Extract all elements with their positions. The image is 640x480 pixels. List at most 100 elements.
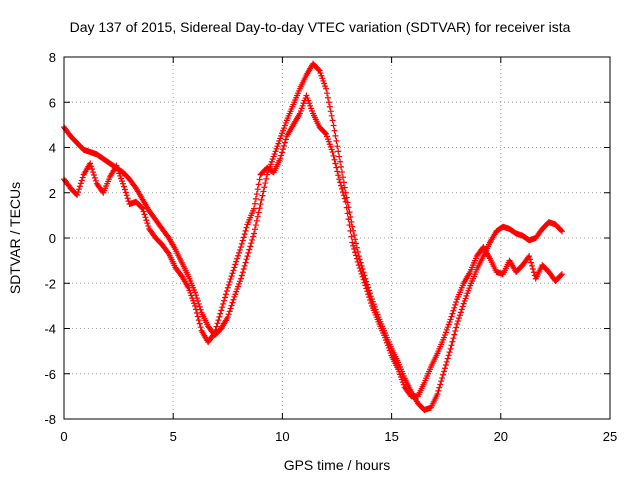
data-point [529, 262, 535, 269]
data-point [164, 249, 171, 256]
data-point [89, 166, 96, 173]
data-point [333, 164, 340, 171]
data-point [456, 312, 463, 319]
data-point [74, 192, 81, 199]
data-point [453, 324, 460, 331]
data-point [140, 208, 147, 215]
x-tick-label: 20 [494, 429, 508, 444]
data-point [239, 237, 246, 244]
data-point [228, 273, 235, 280]
data-point [558, 228, 565, 235]
data-point [457, 309, 464, 316]
data-point [353, 255, 360, 262]
data-point [366, 294, 373, 301]
data-point [236, 249, 243, 256]
y-tick-label: 6 [49, 95, 56, 110]
data-point [558, 227, 565, 234]
data-point [337, 179, 344, 186]
data-point [238, 240, 245, 247]
data-point [530, 269, 537, 276]
data-point [334, 143, 341, 150]
data-point [365, 291, 372, 298]
data-point [529, 266, 536, 273]
data-point [242, 227, 249, 234]
data-point [77, 180, 84, 187]
chart-title: Day 137 of 2015, Sidereal Day-to-day VTE… [69, 19, 571, 35]
data-point [322, 129, 329, 136]
data-point [245, 249, 252, 256]
data-point [220, 300, 227, 307]
x-tick-label: 25 [603, 429, 617, 444]
data-point [558, 272, 565, 279]
data-point [253, 217, 260, 224]
data-point [280, 142, 287, 149]
data-point [352, 249, 359, 256]
data-point [449, 310, 456, 317]
data-point [192, 306, 199, 313]
data-point [348, 233, 355, 240]
data-point [338, 185, 345, 192]
data-point [192, 302, 199, 309]
data-point [75, 189, 82, 196]
x-tick-label: 0 [60, 429, 67, 444]
data-point [353, 252, 360, 259]
data-point [192, 289, 199, 296]
data-point [251, 200, 258, 207]
data-point [334, 168, 341, 175]
data-point [195, 317, 202, 324]
data-point [527, 256, 534, 263]
data-point [346, 222, 353, 229]
data-point [446, 349, 453, 356]
data-point [337, 158, 344, 165]
data-point [216, 313, 223, 320]
data-point [332, 132, 339, 139]
data-point [450, 335, 457, 342]
axis-ticks: 0 5 10 15 20 25 -8 -6 -4 -2 0 2 4 6 8 [44, 50, 617, 444]
data-point [357, 267, 364, 274]
data-point [444, 355, 451, 362]
x-tick-label: 5 [170, 429, 177, 444]
data-point [338, 169, 345, 176]
data-point [251, 226, 258, 233]
data-point [238, 272, 245, 279]
data-point [141, 211, 148, 218]
data-point [228, 302, 235, 309]
data-point [231, 264, 238, 271]
data-point [78, 177, 85, 184]
data-point [363, 285, 370, 292]
data-point [224, 314, 231, 321]
data-point [329, 149, 336, 156]
data-point [339, 174, 346, 181]
data-point [441, 368, 448, 375]
data-point [341, 184, 348, 191]
data-point [237, 275, 244, 282]
data-point [438, 378, 445, 385]
data-point [230, 296, 237, 303]
data-point [124, 195, 131, 202]
data-point [449, 338, 456, 345]
data-point [219, 304, 226, 311]
data-point [327, 108, 334, 115]
data-point [249, 236, 256, 243]
data-point [354, 258, 361, 265]
data-point [234, 255, 241, 262]
data-point [225, 311, 232, 318]
y-tick-label: -4 [44, 322, 56, 337]
data-point [459, 303, 466, 310]
y-tick-label: 8 [49, 50, 56, 65]
data-point [197, 324, 204, 331]
data-point [230, 267, 237, 274]
data-point [222, 291, 229, 298]
data-point [262, 180, 269, 187]
data-point [145, 223, 152, 230]
data-point [338, 163, 345, 170]
data-point [223, 288, 230, 295]
data-point [233, 258, 240, 265]
data-point [260, 188, 267, 195]
data-point [224, 284, 231, 291]
data-point [315, 66, 322, 73]
data-point [244, 253, 251, 260]
data-point [358, 270, 365, 277]
data-point [75, 186, 82, 193]
